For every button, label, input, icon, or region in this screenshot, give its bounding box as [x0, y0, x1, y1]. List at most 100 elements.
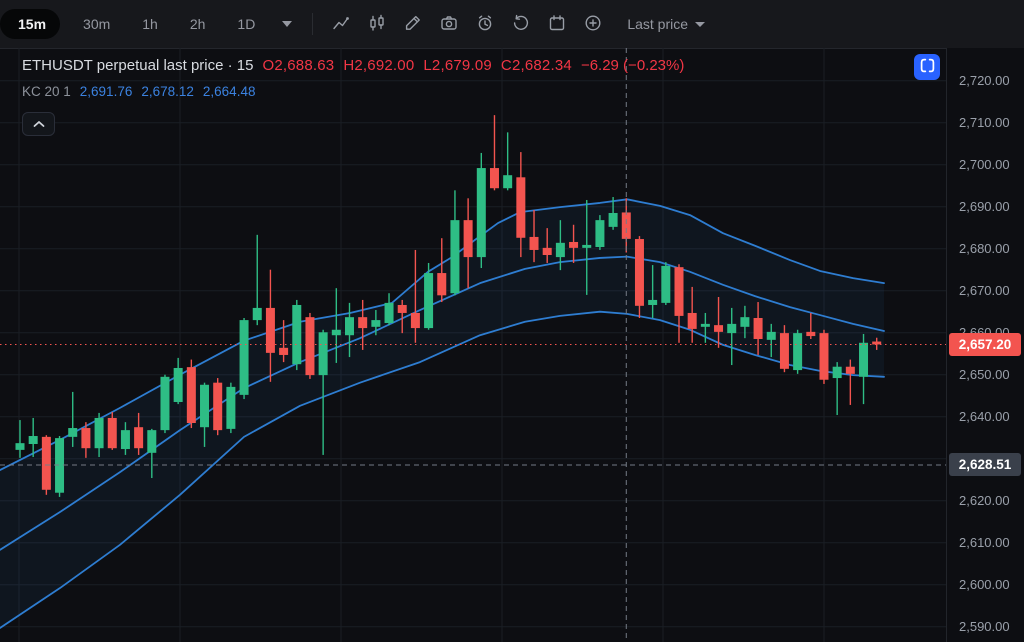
calendar-button[interactable]: [540, 7, 574, 41]
price-tick: 2,670.00: [959, 282, 1010, 298]
candle: [410, 249, 420, 343]
chart-canvas[interactable]: [0, 48, 946, 642]
candle: [661, 262, 671, 305]
timeframe-2h[interactable]: 2h: [181, 11, 215, 37]
alert-button[interactable]: [468, 7, 502, 41]
chevron-up-icon: [32, 117, 46, 132]
chevron-down-icon: [695, 21, 706, 27]
candle: [424, 262, 434, 330]
candle: [239, 318, 249, 400]
candle: [542, 228, 552, 263]
candle: [213, 378, 223, 436]
candle: [450, 190, 460, 296]
indicator-legend-row: KC 20 1 2,691.76 2,678.12 2,664.48: [22, 84, 684, 99]
candle: [569, 224, 579, 263]
plus-circle-icon: [583, 13, 603, 36]
candle: [687, 286, 697, 343]
price-tick: 2,710.00: [959, 114, 1010, 130]
candle: [845, 359, 855, 405]
candle: [648, 265, 658, 318]
timeframe-dropdown-icon[interactable]: [282, 21, 293, 27]
candle: [397, 299, 407, 334]
candle: [714, 297, 724, 348]
price-tick: 2,620.00: [959, 492, 1010, 508]
price-mode-select[interactable]: Last price: [621, 15, 711, 33]
candle: [529, 210, 539, 263]
replay-button[interactable]: [504, 7, 538, 41]
timeframe-1h[interactable]: 1h: [133, 11, 167, 37]
candles-style-button[interactable]: [360, 7, 394, 41]
kc-lower-line: [0, 310, 885, 629]
candle: [68, 391, 78, 447]
chart-style-button[interactable]: [324, 7, 358, 41]
chart-style-icon: [331, 13, 351, 36]
ohlc-item: O2,688.63: [262, 57, 335, 74]
price-tick: 2,600.00: [959, 576, 1010, 592]
candle: [226, 382, 236, 434]
pencil-icon: [403, 13, 423, 36]
price-axis[interactable]: 2,720.00 2,710.00 2,700.00 2,690.00 2,680.00…: [946, 48, 1024, 642]
timeframe-30m[interactable]: 30m: [74, 11, 119, 37]
candle: [120, 422, 130, 455]
candle: [582, 199, 592, 295]
candle: [555, 220, 565, 271]
add-indicator-button[interactable]: [576, 7, 610, 41]
ohlc-values: O2,688.63 H2,692.00 L2,679.09 C2,682.34: [253, 57, 571, 74]
candle: [331, 288, 341, 363]
candle: [463, 198, 473, 289]
candle: [476, 152, 486, 269]
indicator-label[interactable]: KC 20 1: [22, 84, 71, 99]
candle: [279, 320, 289, 363]
symbol-title[interactable]: ETHUSDT perpetual last price · 15: [22, 57, 254, 74]
candle: [489, 115, 499, 191]
alarm-clock-icon: [475, 13, 495, 36]
candle: [15, 420, 25, 458]
candle: [806, 312, 816, 339]
draw-button[interactable]: [396, 7, 430, 41]
toolbar-divider: [312, 13, 314, 35]
candle: [358, 299, 368, 350]
candle: [740, 305, 750, 339]
candle: [200, 382, 210, 447]
candle: [345, 302, 354, 358]
timeframe-15m[interactable]: 15m: [0, 9, 61, 39]
expand-chart-button[interactable]: [914, 54, 940, 80]
timeframe-group: 15m 30m 1h 2h 1D: [0, 9, 264, 39]
ohlc-item: C2,682.34: [500, 57, 572, 74]
toolbar: 15m 30m 1h 2h 1D: [0, 0, 1024, 49]
candle: [779, 325, 789, 373]
candle: [503, 132, 513, 191]
candle: [81, 422, 91, 458]
gridlines: [0, 48, 946, 642]
price-tick: 2,720.00: [959, 72, 1010, 88]
price-tick: 2,610.00: [959, 534, 1010, 550]
kc-upper-line: [0, 198, 885, 471]
screenshot-button[interactable]: [432, 7, 466, 41]
candle: [371, 310, 381, 336]
price-tick: 2,690.00: [959, 198, 1010, 214]
collapse-legend-button[interactable]: [22, 112, 55, 136]
indicator-values: 2,691.76 2,678.12 2,664.48: [71, 84, 256, 99]
candle: [384, 293, 394, 326]
candle: [872, 337, 882, 350]
candle: [318, 329, 328, 455]
candle: [107, 412, 117, 450]
price-tick: 2,640.00: [959, 408, 1010, 424]
indicator-value: 2,664.48: [202, 84, 256, 99]
candle: [819, 329, 829, 384]
candle: [832, 362, 842, 416]
indicator-value: 2,691.76: [79, 84, 133, 99]
candle: [55, 436, 65, 497]
candle: [265, 269, 275, 382]
candle: [437, 238, 447, 303]
candle: [595, 215, 605, 250]
calendar-icon: [547, 13, 567, 36]
candles-icon: [367, 13, 387, 36]
candle: [793, 329, 803, 374]
timeframe-1D[interactable]: 1D: [228, 11, 264, 37]
symbol-legend-row: ETHUSDT perpetual last price · 15 O2,688…: [22, 57, 684, 74]
price-tick: 2,650.00: [959, 366, 1010, 382]
candle: [173, 357, 183, 405]
candle: [621, 198, 631, 253]
